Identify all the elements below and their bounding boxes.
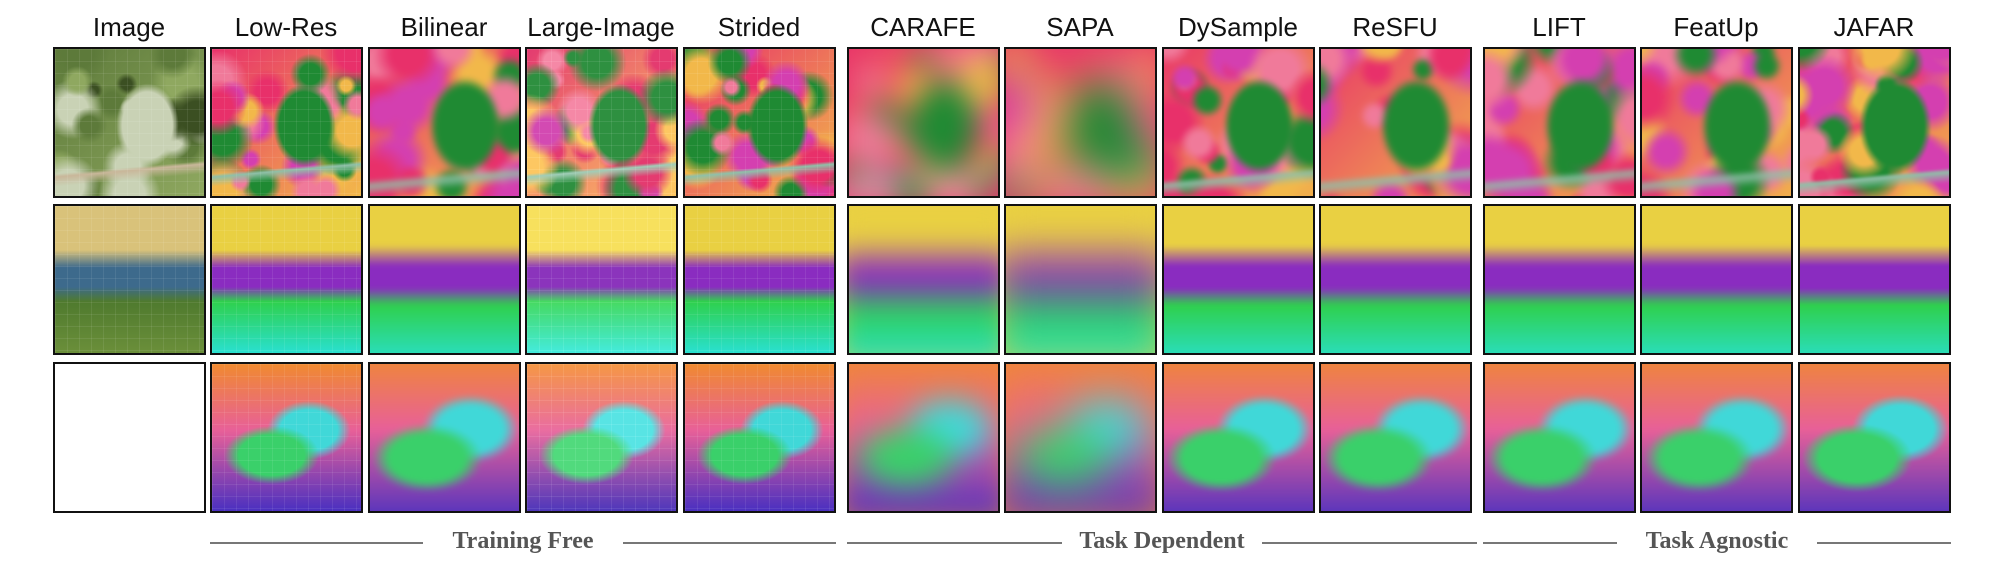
feature-map-eagle-sapa xyxy=(1004,47,1157,198)
column-header-sapa: SAPA xyxy=(1046,12,1114,42)
feature-map-eagle-strided xyxy=(683,47,836,198)
feature-map-eagle-featup xyxy=(1640,47,1793,198)
feature-map-truck-carafe xyxy=(847,362,1000,513)
feature-map-truck-resfu xyxy=(1319,362,1472,513)
feature-map-truck-strided xyxy=(683,362,836,513)
group-label-task-agnostic: Task Agnostic xyxy=(1617,528,1817,555)
feature-map-lake-featup xyxy=(1640,204,1793,355)
feature-map-lake-sapa xyxy=(1004,204,1157,355)
column-header-featup: FeatUp xyxy=(1673,12,1759,42)
feature-map-eagle-large-image xyxy=(525,47,678,198)
column-header-large-image: Large-Image xyxy=(527,12,675,42)
feature-map-lake-jafar xyxy=(1798,204,1951,355)
feature-map-eagle-bilinear xyxy=(368,47,521,198)
column-header-low-res: Low-Res xyxy=(234,12,338,42)
feature-map-eagle-jafar xyxy=(1798,47,1951,198)
feature-map-lake-low-res xyxy=(210,204,363,355)
column-header-dysample: DySample xyxy=(1178,12,1298,42)
feature-map-lake-large-image xyxy=(525,204,678,355)
group-label-task-dependent: Task Dependent xyxy=(1062,528,1262,555)
feature-map-eagle-low-res xyxy=(210,47,363,198)
feature-map-truck-featup xyxy=(1640,362,1793,513)
feature-map-lake-lift xyxy=(1483,204,1636,355)
column-header-resfu: ReSFU xyxy=(1352,12,1438,42)
group-label-training-free: Training Free xyxy=(423,528,623,555)
feature-map-truck-dysample xyxy=(1162,362,1315,513)
feature-map-eagle-dysample xyxy=(1162,47,1315,198)
feature-map-truck-lift xyxy=(1483,362,1636,513)
column-header-bilinear: Bilinear xyxy=(400,12,488,42)
column-header-lift: LIFT xyxy=(1532,12,1586,42)
feature-map-eagle-lift xyxy=(1483,47,1636,198)
input-photo-truck-image xyxy=(53,362,206,513)
feature-map-truck-sapa xyxy=(1004,362,1157,513)
feature-map-truck-jafar xyxy=(1798,362,1951,513)
feature-map-lake-resfu xyxy=(1319,204,1472,355)
input-photo-lake-image xyxy=(53,204,206,355)
input-photo-eagle-image xyxy=(53,47,206,198)
feature-map-truck-large-image xyxy=(525,362,678,513)
column-header-jafar: JAFAR xyxy=(1833,12,1915,42)
feature-map-eagle-resfu xyxy=(1319,47,1472,198)
feature-map-lake-dysample xyxy=(1162,204,1315,355)
column-header-strided: Strided xyxy=(717,12,801,42)
feature-map-lake-carafe xyxy=(847,204,1000,355)
column-header-carafe: CARAFE xyxy=(870,12,976,42)
column-header-image: Image xyxy=(92,12,166,42)
feature-map-truck-low-res xyxy=(210,362,363,513)
feature-map-lake-bilinear xyxy=(368,204,521,355)
feature-map-truck-bilinear xyxy=(368,362,521,513)
feature-map-eagle-carafe xyxy=(847,47,1000,198)
feature-map-lake-strided xyxy=(683,204,836,355)
